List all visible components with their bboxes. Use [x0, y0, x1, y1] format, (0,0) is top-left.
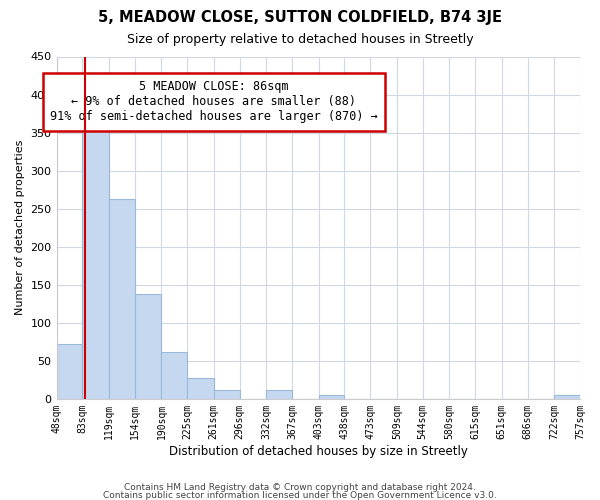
Bar	[319, 395, 344, 399]
Text: Contains HM Land Registry data © Crown copyright and database right 2024.: Contains HM Land Registry data © Crown c…	[124, 484, 476, 492]
Text: Contains public sector information licensed under the Open Government Licence v3: Contains public sector information licen…	[103, 491, 497, 500]
Text: Size of property relative to detached houses in Streetly: Size of property relative to detached ho…	[127, 32, 473, 46]
Bar	[266, 390, 292, 399]
Bar	[554, 395, 580, 399]
Bar	[109, 199, 135, 399]
Y-axis label: Number of detached properties: Number of detached properties	[15, 140, 25, 316]
Bar	[214, 390, 239, 399]
Bar	[187, 378, 214, 399]
Bar	[82, 110, 109, 399]
X-axis label: Distribution of detached houses by size in Streetly: Distribution of detached houses by size …	[169, 444, 468, 458]
Bar	[161, 352, 187, 399]
Bar	[135, 294, 161, 399]
Bar	[56, 344, 82, 399]
Text: 5 MEADOW CLOSE: 86sqm
← 9% of detached houses are smaller (88)
91% of semi-detac: 5 MEADOW CLOSE: 86sqm ← 9% of detached h…	[50, 80, 377, 124]
Text: 5, MEADOW CLOSE, SUTTON COLDFIELD, B74 3JE: 5, MEADOW CLOSE, SUTTON COLDFIELD, B74 3…	[98, 10, 502, 25]
